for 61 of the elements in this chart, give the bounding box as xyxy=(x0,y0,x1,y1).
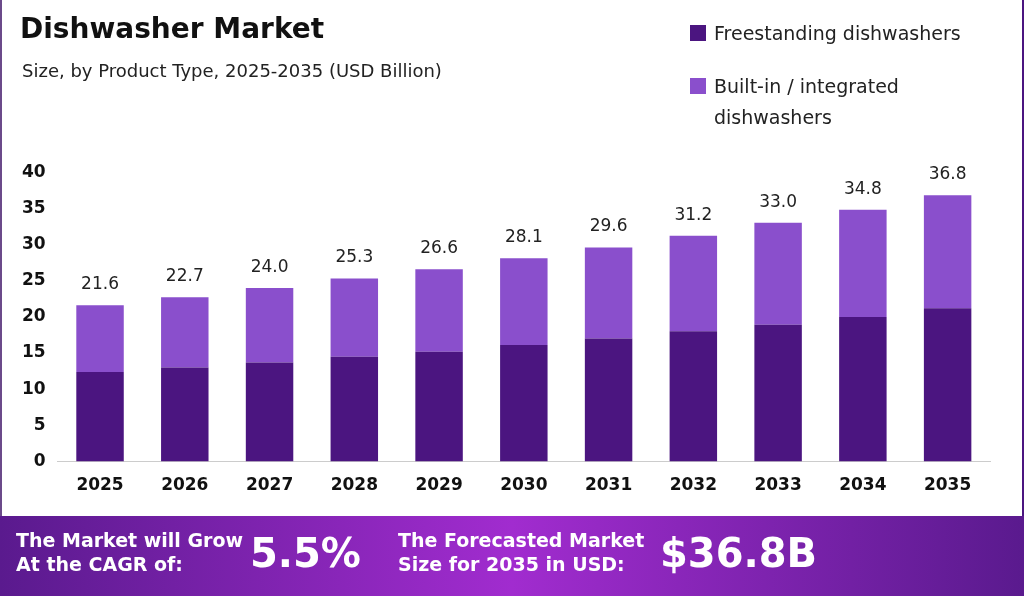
bar xyxy=(161,297,209,368)
bar xyxy=(754,222,802,325)
total-label: 36.8 xyxy=(928,163,967,184)
total-label: 34.8 xyxy=(843,177,882,198)
total-label: 21.6 xyxy=(81,273,119,294)
bar xyxy=(76,371,124,462)
y-tick-label: 0 xyxy=(33,450,46,471)
bar xyxy=(415,351,463,462)
x-tick-label: 2031 xyxy=(584,474,633,495)
total-label: 24.0 xyxy=(250,255,289,276)
x-tick-label: 2029 xyxy=(415,474,463,495)
text: The Market will Grow At the CAGR of: xyxy=(16,528,245,576)
text: 5.5% xyxy=(250,530,361,576)
x-tick-label: 2025 xyxy=(76,474,124,495)
x-tick-label: 2030 xyxy=(500,474,548,495)
bar xyxy=(76,305,124,372)
x-tick-label: 2035 xyxy=(923,474,972,495)
total-label: 26.6 xyxy=(420,237,458,258)
x-tick-label: 2026 xyxy=(161,474,209,495)
bar xyxy=(500,258,548,346)
y-tick-label: 5 xyxy=(33,413,46,434)
bar xyxy=(245,287,294,363)
y-tick-label: 10 xyxy=(21,377,46,398)
total-label: 22.7 xyxy=(165,265,204,286)
total-label: 29.6 xyxy=(589,215,628,236)
y-tick-label: 25 xyxy=(21,269,46,290)
y-tick-label: 35 xyxy=(21,196,46,217)
text: $36.8B xyxy=(660,530,818,576)
bar xyxy=(923,195,972,309)
y-tick-label: 40 xyxy=(21,160,46,181)
bar xyxy=(839,316,887,462)
y-tick-label: 15 xyxy=(21,341,46,362)
bar xyxy=(245,362,294,462)
x-tick-label: 2028 xyxy=(330,474,378,495)
bar xyxy=(500,345,548,462)
text: The Forecasted Market Size for 2035 in USD: xyxy=(398,528,646,576)
bar xyxy=(584,247,633,339)
bar xyxy=(584,338,633,462)
bar xyxy=(669,235,718,332)
total-label: 28.1 xyxy=(504,226,543,247)
bar xyxy=(330,356,379,462)
x-tick-label: 2032 xyxy=(669,474,718,495)
bar xyxy=(839,209,887,317)
y-tick-label: 30 xyxy=(21,232,46,253)
bar xyxy=(669,331,718,462)
chart-subtitle: Size, by Product Type, 2025-2035 (USD Billion) xyxy=(22,60,442,81)
chart-title: Dishwasher Market xyxy=(20,12,325,45)
bar xyxy=(415,269,463,352)
x-tick-label: 2027 xyxy=(245,474,294,495)
bar xyxy=(754,324,802,462)
total-label: 31.2 xyxy=(674,203,713,224)
legend-label: Built-in / integrated dishwashers xyxy=(714,74,900,130)
legend-label: Freestanding dishwashers xyxy=(714,21,961,46)
x-tick-label: 2033 xyxy=(754,474,802,495)
y-tick-label: 20 xyxy=(21,305,46,326)
x-tick-label: 2034 xyxy=(839,474,887,495)
total-label: 33.0 xyxy=(759,190,798,211)
total-label: 25.3 xyxy=(335,246,374,267)
bar xyxy=(330,278,379,357)
bar xyxy=(161,367,209,462)
bar xyxy=(923,308,972,462)
